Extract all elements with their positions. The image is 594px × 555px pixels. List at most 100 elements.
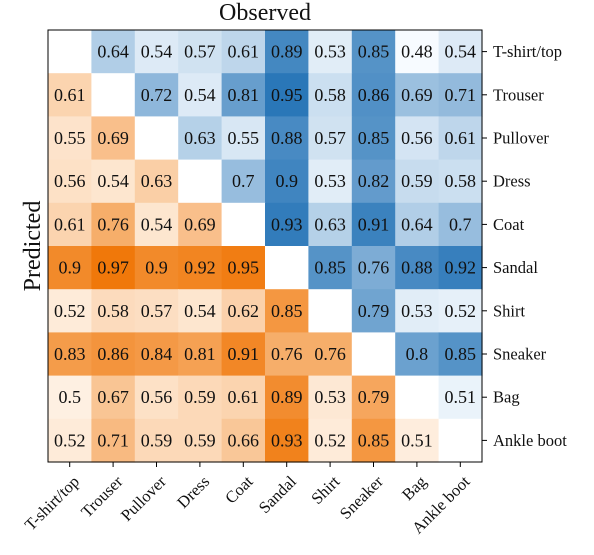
heatmap-cell-dress-shirt <box>308 159 353 204</box>
cell-label-sneaker-dress: 0.81 <box>184 344 216 364</box>
heatmap-cell-dress-bag <box>395 159 440 204</box>
heatmap-cell-t-shirt-top-trouser <box>91 30 136 74</box>
cell-label-dress-coat: 0.7 <box>232 171 255 191</box>
cell-label-pullover-coat: 0.55 <box>228 128 260 148</box>
heatmap-cell-shirt-shirt <box>308 289 353 333</box>
x-tick-label-dress: Dress <box>173 472 213 512</box>
cell-label-trouser-ankle-boot: 0.71 <box>445 85 477 105</box>
cell-label-shirt-ankle-boot: 0.52 <box>445 301 477 321</box>
cell-label-pullover-bag: 0.56 <box>401 128 433 148</box>
heatmap-cell-dress-trouser <box>91 159 136 204</box>
cell-label-shirt-sandal: 0.85 <box>271 301 303 321</box>
chart-title: Observed <box>219 0 311 26</box>
cells-layer <box>48 30 483 463</box>
heatmap-cell-shirt-coat <box>221 289 266 333</box>
cell-label-sneaker-trouser: 0.86 <box>97 344 129 364</box>
cell-label-t-shirt-top-bag: 0.48 <box>401 42 433 62</box>
heatmap-cell-dress-coat <box>221 159 266 204</box>
heatmap-cell-dress-ankle-boot <box>438 159 483 204</box>
cell-label-shirt-pullover: 0.57 <box>141 301 173 321</box>
cell-label-coat-shirt: 0.63 <box>314 214 346 234</box>
cell-label-bag-sneaker: 0.79 <box>358 387 390 407</box>
x-tick-label-sandal: Sandal <box>255 472 300 517</box>
heatmap-cell-dress-dress <box>178 159 223 204</box>
heatmap-cell-t-shirt-top-dress <box>178 30 223 74</box>
heatmap-cell-trouser-sandal <box>265 73 309 117</box>
heatmap-cell-coat-sneaker <box>351 202 396 247</box>
heatmap-cell-pullover-shirt <box>308 116 353 161</box>
x-tick-label-sneaker: Sneaker <box>336 472 387 523</box>
y-axis-label: Predicted <box>20 201 46 292</box>
cell-label-sandal-trouser: 0.97 <box>97 258 129 278</box>
y-tick-label-t-shirt-top: T-shirt/top <box>493 42 562 61</box>
heatmap-cell-trouser-dress <box>178 73 223 117</box>
heatmap-cell-bag-coat <box>221 375 266 420</box>
heatmap-cell-pullover-sneaker <box>351 116 396 161</box>
cell-label-trouser-t-shirt-top: 0.61 <box>54 85 86 105</box>
heatmap-cell-ankle-boot-sandal <box>265 418 309 463</box>
cell-label-sandal-coat: 0.95 <box>228 258 260 278</box>
cell-label-sandal-shirt: 0.85 <box>314 258 346 278</box>
heatmap-cell-sneaker-bag <box>395 332 440 377</box>
heatmap-cell-bag-dress <box>178 375 223 420</box>
x-tick-label-shirt: Shirt <box>307 472 343 508</box>
cell-label-coat-dress: 0.69 <box>184 214 216 234</box>
heatmap-cell-coat-trouser <box>91 202 136 247</box>
cell-label-bag-dress: 0.59 <box>184 387 216 407</box>
cell-label-coat-bag: 0.64 <box>401 214 433 234</box>
cell-label-trouser-shirt: 0.58 <box>314 85 346 105</box>
cell-label-t-shirt-top-ankle-boot: 0.54 <box>445 42 477 62</box>
heatmap-cell-coat-t-shirt-top <box>48 202 92 247</box>
cell-label-bag-pullover: 0.56 <box>141 387 173 407</box>
cell-label-t-shirt-top-trouser: 0.64 <box>97 42 129 62</box>
heatmap-cell-trouser-t-shirt-top <box>48 73 92 117</box>
heatmap-cell-bag-trouser <box>91 375 136 420</box>
heatmap-cell-sneaker-pullover <box>134 332 179 377</box>
heatmap-cell-bag-sneaker <box>351 375 396 420</box>
cell-label-sandal-t-shirt-top: 0.9 <box>58 258 81 278</box>
cell-label-trouser-dress: 0.54 <box>184 85 216 105</box>
cell-label-ankle-boot-bag: 0.51 <box>401 430 433 450</box>
cell-label-sandal-dress: 0.92 <box>184 258 216 278</box>
cell-label-ankle-boot-sandal: 0.93 <box>271 430 303 450</box>
plot-frame <box>47 29 483 463</box>
heatmap-cell-sneaker-sneaker <box>351 332 396 377</box>
heatmap-cell-shirt-t-shirt-top <box>48 289 92 333</box>
cell-label-pullover-dress: 0.63 <box>184 128 216 148</box>
cell-label-trouser-coat: 0.81 <box>228 85 260 105</box>
heatmap-cell-coat-pullover <box>134 202 179 247</box>
heatmap-cell-pullover-bag <box>395 116 440 161</box>
cell-label-ankle-boot-pullover: 0.59 <box>141 430 173 450</box>
cell-label-t-shirt-top-sandal: 0.89 <box>271 42 303 62</box>
heatmap-cell-bag-t-shirt-top <box>48 375 92 420</box>
heatmap-cell-sandal-shirt <box>308 246 353 290</box>
heatmap-cell-bag-shirt <box>308 375 353 420</box>
cell-label-trouser-sandal: 0.95 <box>271 85 303 105</box>
heatmap-cell-sandal-coat <box>221 246 266 290</box>
cell-label-trouser-sneaker: 0.86 <box>358 85 390 105</box>
heatmap-cell-dress-t-shirt-top <box>48 159 92 204</box>
cell-label-coat-pullover: 0.54 <box>141 214 173 234</box>
cell-label-coat-sneaker: 0.91 <box>358 214 390 234</box>
heatmap-cell-sneaker-trouser <box>91 332 136 377</box>
cell-label-pullover-t-shirt-top: 0.55 <box>54 128 86 148</box>
heatmap-cell-sandal-sneaker <box>351 246 396 290</box>
heatmap-cell-coat-ankle-boot <box>438 202 483 247</box>
cell-label-ankle-boot-coat: 0.66 <box>228 430 260 450</box>
heatmap-cell-shirt-ankle-boot <box>438 289 483 333</box>
cell-label-pullover-ankle-boot: 0.61 <box>445 128 477 148</box>
cell-label-sneaker-ankle-boot: 0.85 <box>445 344 477 364</box>
heatmap-cell-pullover-coat <box>221 116 266 161</box>
heatmap-cell-sneaker-shirt <box>308 332 353 377</box>
heatmap-cell-trouser-pullover <box>134 73 179 117</box>
heatmap-cell-ankle-boot-t-shirt-top <box>48 418 92 463</box>
x-tick-label-coat: Coat <box>221 472 257 508</box>
cell-label-ankle-boot-t-shirt-top: 0.52 <box>54 430 86 450</box>
heatmap-cell-t-shirt-top-sneaker <box>351 30 396 74</box>
heatmap-cell-shirt-bag <box>395 289 440 333</box>
heatmap-cell-shirt-pullover <box>134 289 179 333</box>
cell-label-coat-t-shirt-top: 0.61 <box>54 214 86 234</box>
heatmap-cell-bag-pullover <box>134 375 179 420</box>
